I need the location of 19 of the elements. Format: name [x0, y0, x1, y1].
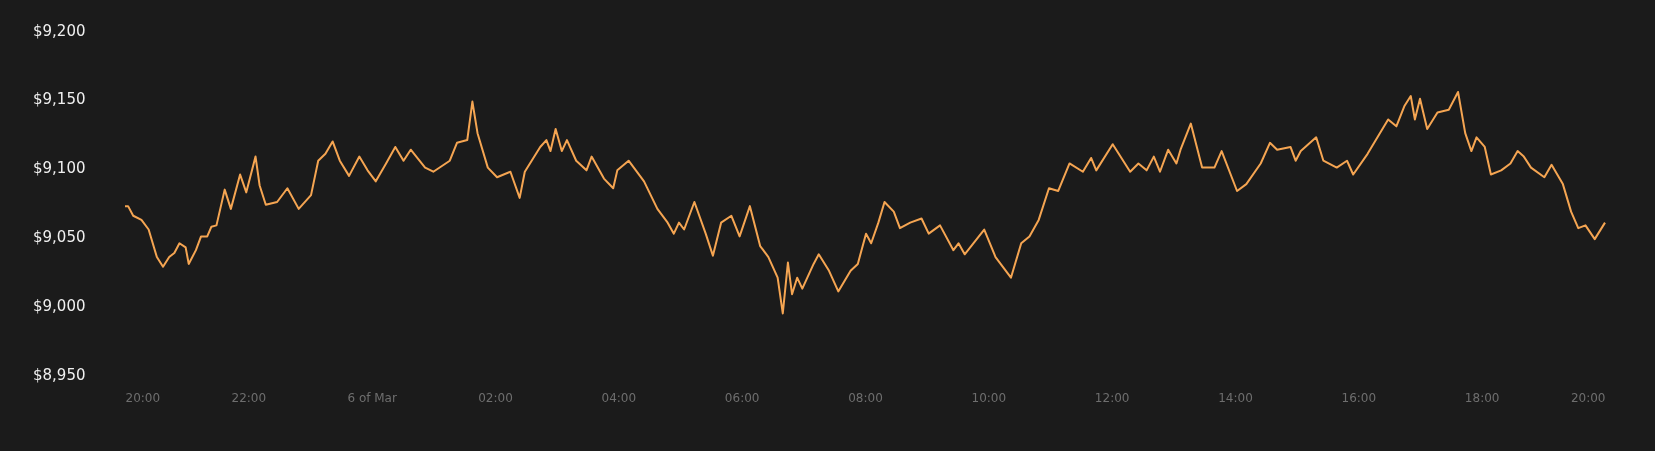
y-tick-label: $9,000 [33, 296, 86, 315]
x-tick-label: 08:00 [848, 390, 883, 405]
x-tick-label: 16:00 [1341, 390, 1377, 405]
x-tick-label: 02:00 [478, 390, 513, 405]
y-tick-label: $9,100 [33, 159, 86, 178]
x-tick-label: 06:00 [724, 390, 760, 405]
x-tick-label: 18:00 [1464, 390, 1500, 405]
y-tick-label: $8,950 [33, 365, 86, 384]
x-tick-label: 10:00 [971, 390, 1007, 405]
x-tick-label: 14:00 [1218, 390, 1253, 405]
x-tick-label: 6 of Mar [347, 390, 397, 405]
x-tick-label: 22:00 [231, 390, 267, 405]
y-tick-label: $9,150 [33, 90, 86, 109]
x-tick-label: 20:00 [1570, 390, 1606, 405]
x-tick-label: 04:00 [601, 390, 637, 405]
x-tick-label: 12:00 [1094, 390, 1130, 405]
x-tick-label: 20:00 [125, 390, 161, 405]
y-tick-label: $9,200 [33, 21, 86, 40]
y-tick-label: $9,050 [33, 227, 86, 246]
